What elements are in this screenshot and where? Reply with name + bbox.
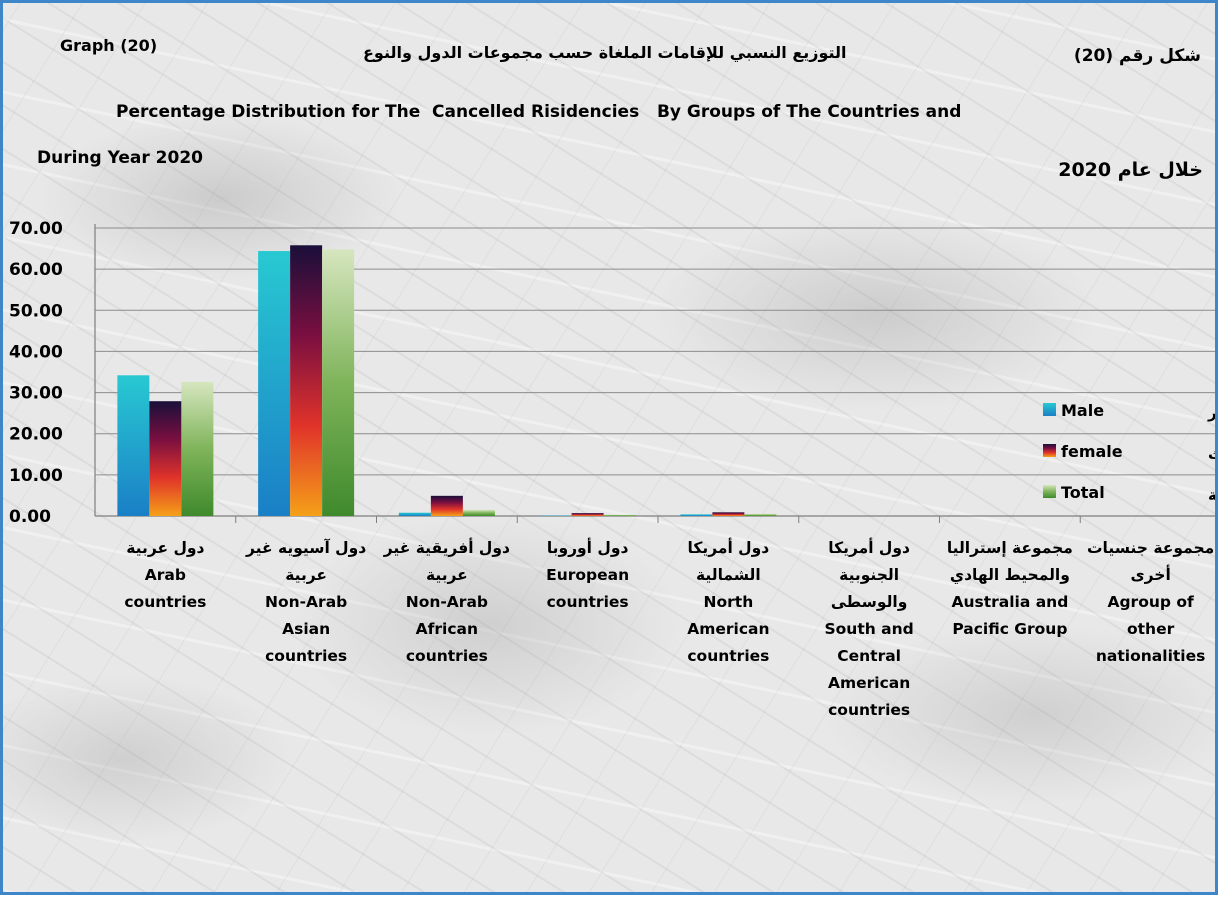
legend-label: female [1061, 442, 1123, 461]
category-label-en: countries [828, 701, 911, 719]
category-label-en: African [415, 620, 479, 638]
bar-female [290, 245, 323, 516]
bar-chart: 0.00 10.00 20.00 30.00 40.00 50.00 60.00 70.00 M… [9, 219, 1218, 527]
category-label-en: American [827, 674, 911, 692]
category-label-ar: دول أمريكا الشمالية [687, 539, 770, 584]
legend-label-ar: ذكور [1207, 404, 1218, 422]
category-label-en: Non-Arab [264, 593, 348, 611]
category-label-en: Pacific Group [952, 620, 1068, 638]
category-label-en: countries [124, 593, 207, 611]
category-label-ar: دول أفريقية غير عربية [383, 539, 510, 584]
bar-total [181, 381, 214, 516]
y-tick-label: 70.00 [9, 219, 63, 239]
category-label: دول آسيويه غير عربية Non-Arab Asian countri… [236, 535, 376, 670]
chart-year-en: During Year 2020 [37, 148, 203, 168]
category-label-en: Non-Arab [405, 593, 489, 611]
category-label-en: nationalities [1095, 647, 1206, 665]
category-label-ar: دول آسيويه غير عربية [246, 539, 367, 584]
category-label: مجموعة جنسيات أخرى Agroup of other national… [1081, 535, 1215, 670]
legend-label-ar: إناث [1208, 445, 1218, 463]
category-label-en: other [1127, 620, 1175, 638]
category-label-en: countries [405, 647, 488, 665]
category-label-en: Agroup of [1107, 593, 1194, 611]
category-label-ar: مجموعة جنسيات أخرى [1086, 539, 1215, 584]
category-label-en: Australia and [951, 593, 1069, 611]
legend-label: Male [1061, 401, 1104, 420]
y-tick-label: 20.00 [9, 425, 63, 445]
category-label: دول أوروبا European countries [518, 535, 658, 616]
category-label: دول أمريكا الجنوبية والوسطى South and Cent… [799, 535, 939, 724]
chart-year-ar: خلال عام 2020 [1058, 159, 1203, 181]
bar-total [603, 514, 636, 516]
y-tick-label: 50.00 [9, 301, 63, 321]
y-tick-label: 30.00 [9, 384, 63, 404]
category-label: دول عربية Arab countries [95, 535, 235, 616]
category-label-en: South and [824, 620, 914, 638]
bar-total [322, 249, 355, 516]
category-label-en: North [703, 593, 754, 611]
category-label-en: countries [687, 647, 770, 665]
category-label-ar: دول أمريكا الجنوبية والوسطى [828, 539, 910, 611]
category-label: مجموعة إستراليا والمحيط الهادي Australia … [940, 535, 1080, 643]
category-label-en: Arab [144, 566, 186, 584]
graph-number-ar: شكل رقم (20) [1073, 46, 1201, 66]
y-tick-label: 60.00 [9, 260, 63, 280]
y-tick-label: 0.00 [9, 507, 51, 527]
bar-male [117, 375, 150, 516]
bar-total [462, 509, 495, 516]
legend-swatch [1043, 403, 1056, 416]
bar-total [744, 513, 777, 516]
bar-female [712, 512, 745, 516]
bar-male [398, 512, 431, 516]
category-label-ar: دول أوروبا [546, 539, 629, 557]
y-tick-label: 10.00 [9, 466, 63, 486]
legend-swatch [1043, 485, 1056, 498]
chart-title-en: Percentage Distribution for The Cancelle… [116, 102, 962, 122]
category-label-ar: مجموعة إستراليا والمحيط الهادي [946, 539, 1073, 584]
bar-female [430, 495, 463, 516]
bar-female [149, 401, 182, 516]
legend-swatch [1043, 444, 1056, 457]
category-label-en: American [687, 620, 770, 638]
graph-number-en: Graph (20) [60, 36, 158, 55]
category-label-ar: دول عربية [126, 539, 205, 557]
legend-label-ar: الجملة [1208, 486, 1218, 504]
category-label: دول أمريكا الشمالية North American countrie… [658, 535, 798, 670]
bar-female [571, 513, 604, 516]
legend-label: Total [1061, 483, 1105, 502]
category-label-en: Asian [282, 620, 331, 638]
bar-male [680, 514, 713, 516]
y-tick-label: 40.00 [9, 342, 63, 362]
chart-title-ar: التوزيع النسبي للإقامات الملغاة حسب مجمو… [363, 43, 847, 62]
category-label-en: Central [837, 647, 901, 665]
category-label-en: countries [265, 647, 348, 665]
category-label-en: European [546, 566, 630, 584]
category-label: دول أفريقية غير عربية Non-Arab African coun… [377, 535, 517, 670]
bar-male [258, 251, 291, 517]
category-label-en: countries [546, 593, 629, 611]
